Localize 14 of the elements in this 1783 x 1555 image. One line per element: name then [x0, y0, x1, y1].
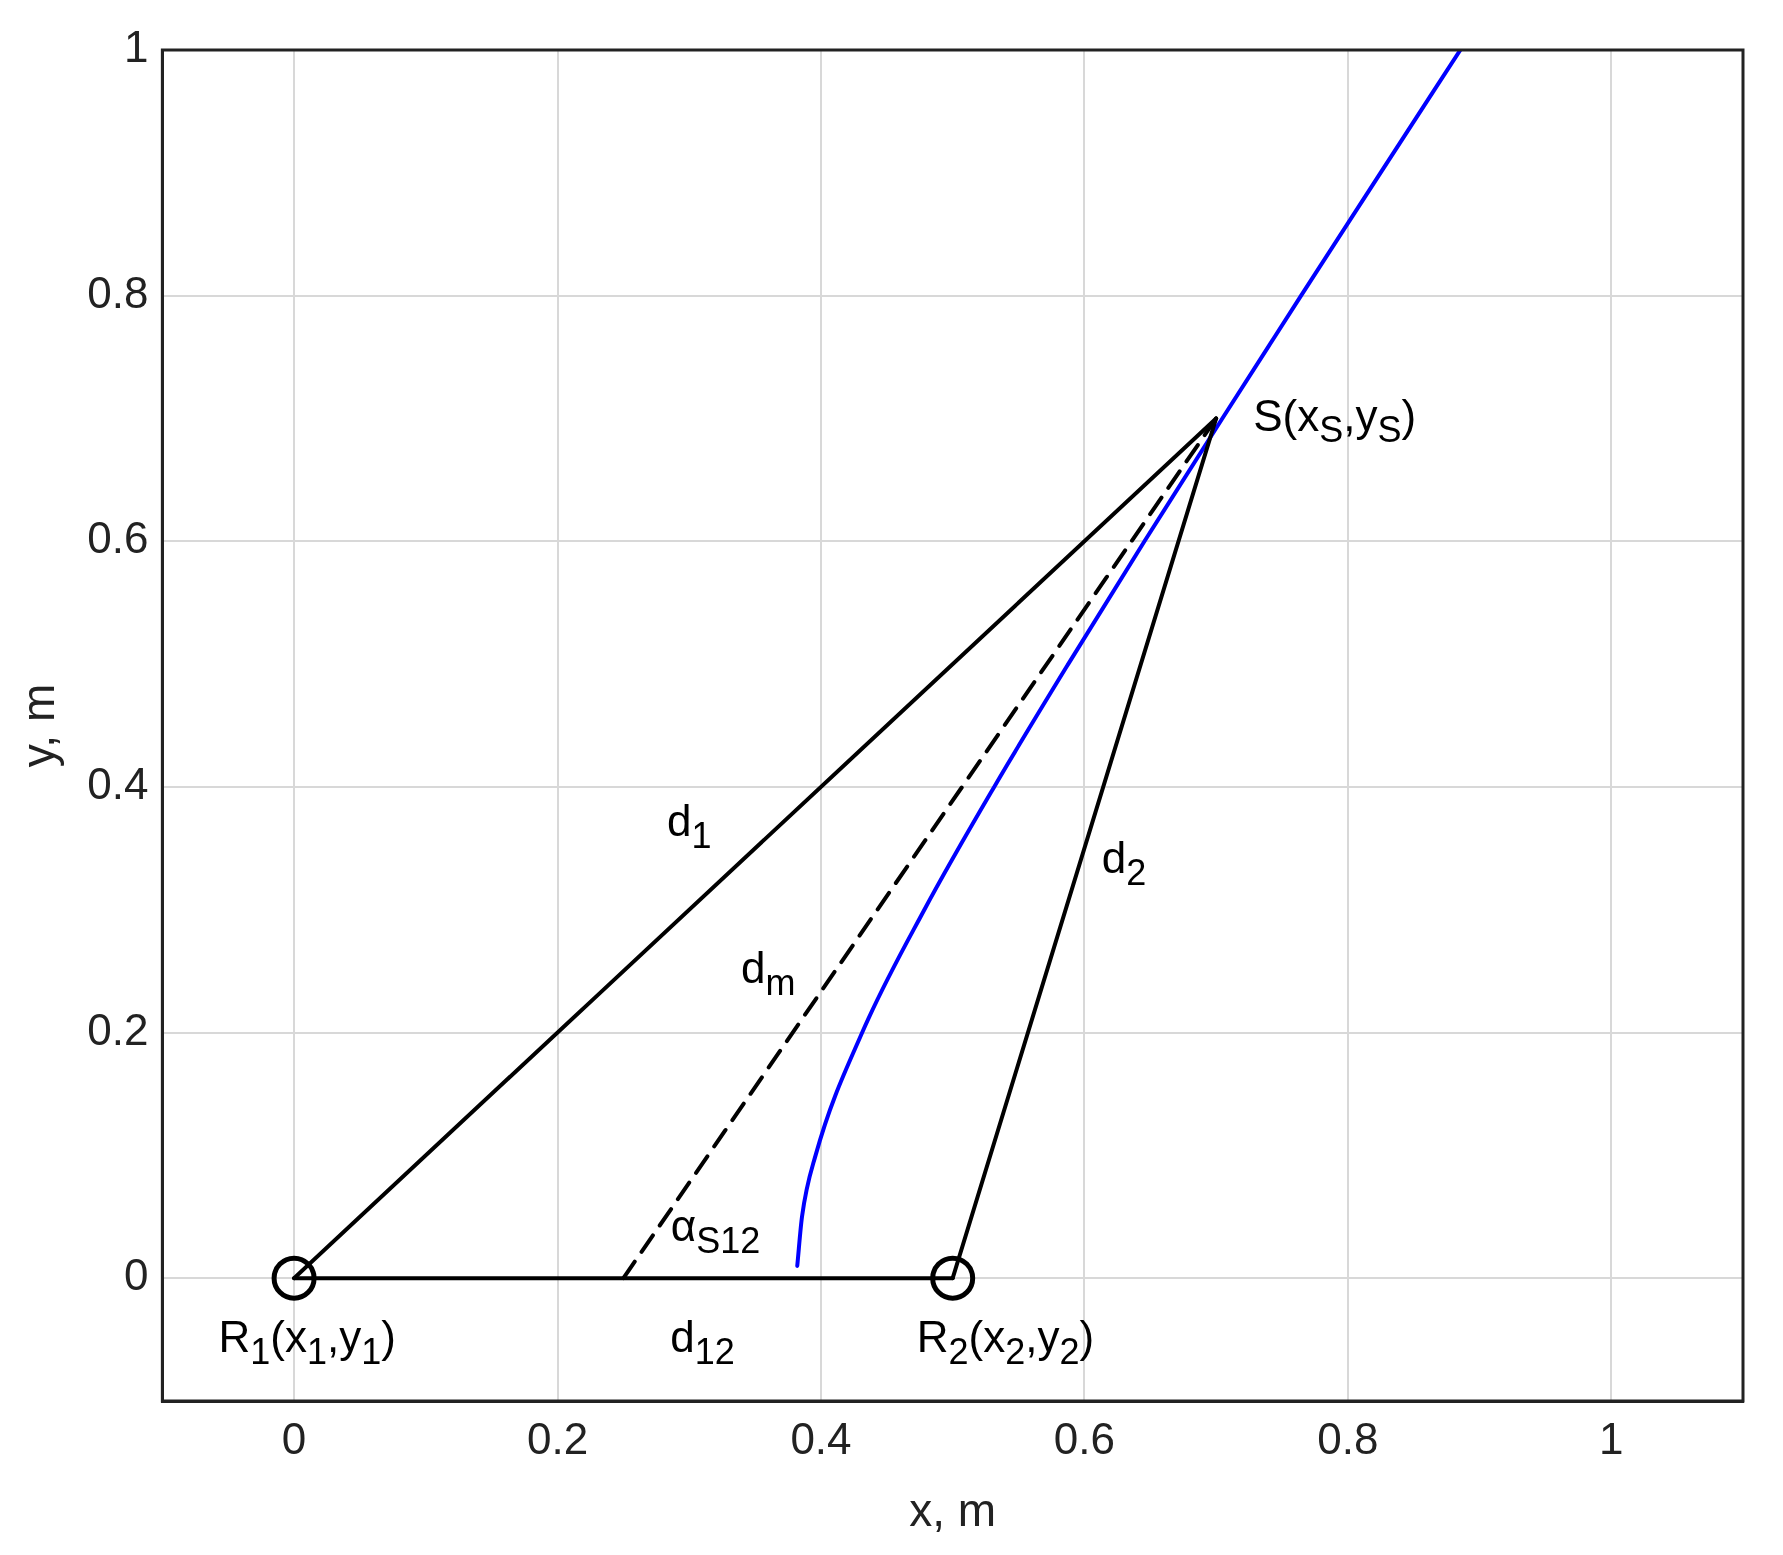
y-tick-label: 0.4	[87, 759, 149, 809]
y-tick-label: 0.2	[87, 1004, 149, 1054]
x-tick-label: 1	[1599, 1413, 1624, 1463]
x-tick-label: 0.8	[1317, 1413, 1379, 1463]
x-tick-label: 0	[281, 1413, 307, 1463]
x-tick-label: 0.6	[1053, 1413, 1115, 1463]
x-tick-label: 0.4	[790, 1413, 852, 1463]
x-tick-label: 0.2	[526, 1413, 589, 1463]
y-tick-label: 0.8	[87, 267, 149, 317]
y-tick-label: 0	[123, 1250, 149, 1300]
y-tick-label: 0.6	[87, 513, 149, 563]
y-tick-label: 1	[123, 22, 149, 72]
x-axis-title: x, m	[909, 1484, 997, 1537]
y-axis-title: y, m	[12, 683, 65, 768]
